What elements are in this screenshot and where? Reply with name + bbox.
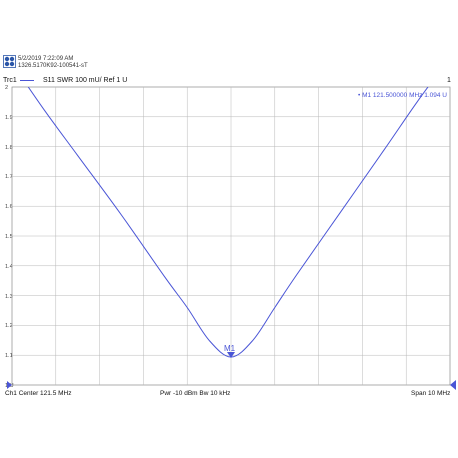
channel-number: 1: [447, 77, 451, 84]
footer-power-bandwidth: Pwr -10 dBm Bw 10 kHz: [160, 390, 231, 397]
trace-description: S11 SWR 100 mU/ Ref 1 U: [43, 77, 128, 84]
y-tick-label: 1.4: [5, 263, 13, 270]
chart-grid: [11, 86, 451, 386]
y-tick-label: 1.2: [5, 323, 13, 330]
reference-right-arrow-icon: [450, 380, 456, 390]
y-tick-label: 1.3: [5, 293, 13, 300]
trace-name: Trc1: [3, 77, 17, 84]
header-instrument-id: 1326.5170K92-100541-sT: [18, 63, 88, 69]
y-tick-label: 1.5: [5, 234, 13, 240]
rohde-schwarz-logo-icon: [3, 55, 16, 68]
y-tick-label: 1.1: [5, 353, 13, 360]
y-tick-label: 1.8: [5, 144, 13, 151]
marker-triangle-icon: [227, 351, 235, 358]
reference-left-arrow-icon: [7, 381, 12, 389]
header-timestamp: 5/2/2019 7:22:09 AM: [18, 56, 74, 62]
y-tick-label: 2: [5, 85, 9, 91]
y-tick-label: 1.7: [5, 174, 13, 181]
y-tick-label: 1.6: [5, 204, 13, 211]
trace-legend-line: [20, 80, 34, 81]
marker-label: M1: [224, 344, 236, 353]
footer-span: Span 10 MHz: [411, 390, 451, 397]
footer-center-frequency: Ch1 Center 121.5 MHz: [5, 390, 72, 397]
y-tick-label: 1.9: [5, 114, 13, 121]
marker-readout: • M1 121.500000 MHz 1.094 U: [358, 92, 447, 99]
